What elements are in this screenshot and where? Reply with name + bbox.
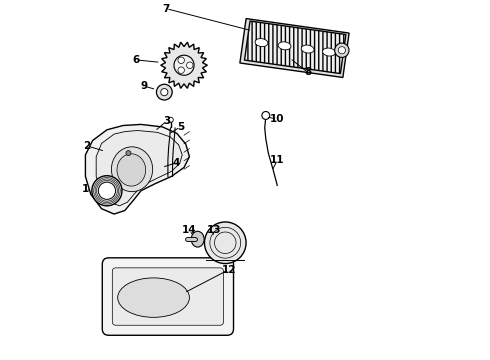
Circle shape bbox=[126, 150, 131, 156]
Ellipse shape bbox=[322, 48, 335, 56]
Text: 14: 14 bbox=[182, 225, 196, 235]
Text: 11: 11 bbox=[270, 155, 285, 165]
Text: 1: 1 bbox=[82, 184, 89, 194]
Ellipse shape bbox=[255, 39, 268, 46]
Circle shape bbox=[98, 182, 116, 199]
Circle shape bbox=[178, 57, 184, 63]
Circle shape bbox=[92, 176, 122, 206]
Circle shape bbox=[178, 67, 184, 73]
Ellipse shape bbox=[278, 42, 291, 50]
Circle shape bbox=[204, 222, 246, 264]
Text: 12: 12 bbox=[221, 265, 236, 275]
Circle shape bbox=[262, 112, 270, 120]
Ellipse shape bbox=[301, 45, 314, 53]
Text: 5: 5 bbox=[177, 122, 184, 132]
Circle shape bbox=[161, 89, 168, 96]
FancyBboxPatch shape bbox=[102, 258, 234, 335]
Circle shape bbox=[168, 117, 173, 122]
Polygon shape bbox=[245, 21, 346, 73]
Text: 9: 9 bbox=[140, 81, 147, 91]
Ellipse shape bbox=[117, 154, 146, 186]
Polygon shape bbox=[161, 42, 207, 88]
Text: 8: 8 bbox=[304, 67, 311, 77]
Text: 7: 7 bbox=[162, 4, 170, 14]
FancyBboxPatch shape bbox=[112, 268, 223, 325]
Text: 3: 3 bbox=[163, 116, 171, 126]
Polygon shape bbox=[96, 131, 182, 206]
Circle shape bbox=[174, 55, 194, 75]
Text: 10: 10 bbox=[270, 114, 285, 124]
Ellipse shape bbox=[118, 278, 190, 318]
Circle shape bbox=[187, 62, 193, 68]
Text: 13: 13 bbox=[207, 225, 222, 235]
Text: 2: 2 bbox=[84, 141, 91, 151]
Text: 4: 4 bbox=[172, 158, 180, 168]
Text: 6: 6 bbox=[132, 55, 139, 65]
Circle shape bbox=[338, 47, 345, 54]
Circle shape bbox=[156, 84, 172, 100]
Polygon shape bbox=[85, 125, 190, 214]
Ellipse shape bbox=[111, 147, 153, 192]
Circle shape bbox=[335, 43, 349, 58]
Polygon shape bbox=[240, 19, 349, 77]
Ellipse shape bbox=[191, 231, 204, 247]
